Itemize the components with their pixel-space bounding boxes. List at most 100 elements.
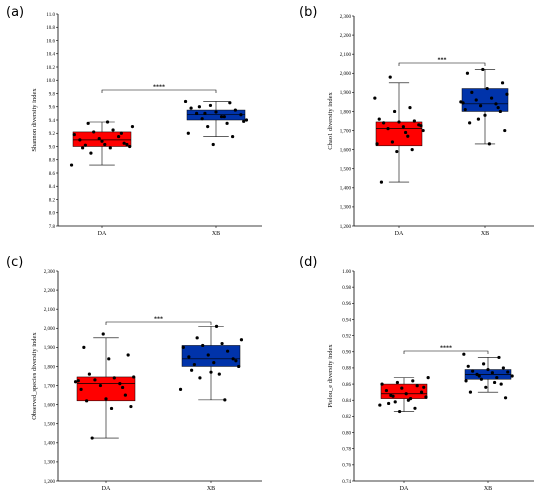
data-point	[192, 362, 196, 367]
data-point	[384, 388, 389, 393]
data-point	[206, 125, 210, 129]
y-tick-label: 9.4	[49, 119, 56, 124]
data-point	[228, 101, 232, 105]
data-point	[123, 393, 127, 397]
data-point	[395, 149, 399, 154]
x-tick-label: DA	[102, 486, 111, 492]
data-point	[128, 144, 132, 149]
y-tick-label: 0.88	[342, 367, 351, 372]
data-point	[104, 397, 108, 401]
data-point	[244, 118, 249, 122]
data-point	[203, 111, 207, 115]
data-point	[111, 128, 115, 132]
data-point	[69, 163, 74, 167]
y-tick-label: 1,600	[44, 403, 56, 408]
data-point	[393, 109, 397, 114]
y-tick-label: 0.92	[342, 334, 351, 339]
data-point	[401, 125, 405, 129]
chart-panel-c: (c) 1,200 1,300 1,400 1,500 1,600 1,700 1,800 1,…	[6, 255, 262, 492]
y-tick-label: 2,000	[44, 327, 56, 332]
y-tick-label: 1,700	[340, 129, 352, 134]
data-point	[487, 142, 491, 146]
panel-label: (a)	[6, 5, 24, 20]
x-tick-label: XB	[484, 486, 492, 492]
significance-bracket	[398, 62, 486, 66]
y-tick-label: 8.4	[49, 185, 56, 190]
data-point	[211, 142, 215, 147]
x-tick-label: XB	[481, 231, 489, 237]
x-tick-label: XB	[207, 486, 215, 492]
data-point	[408, 397, 413, 401]
data-point	[476, 117, 481, 121]
y-tick-label: 1,900	[44, 346, 56, 351]
data-point	[109, 406, 114, 411]
y-tick-label: 0.78	[342, 447, 351, 452]
y-tick-label: 1.00	[342, 270, 351, 275]
data-point	[410, 148, 414, 152]
data-point	[490, 371, 494, 375]
data-point	[503, 396, 508, 400]
data-point	[129, 404, 133, 409]
data-point	[482, 362, 486, 366]
panel-label: (c)	[6, 255, 23, 270]
significance-bracket	[403, 350, 489, 354]
data-point	[408, 106, 412, 110]
data-point	[226, 349, 230, 353]
y-tick-label: 2,300	[44, 270, 56, 275]
data-point	[93, 378, 97, 382]
y-tick-label: 10.2	[46, 66, 55, 71]
data-point	[186, 131, 190, 135]
data-point	[132, 375, 136, 379]
data-point	[231, 357, 235, 361]
data-point	[422, 385, 426, 389]
data-point	[496, 106, 500, 110]
data-point	[404, 392, 408, 396]
data-point	[412, 119, 416, 123]
data-point	[413, 406, 417, 410]
y-tick-label: 1,800	[340, 110, 352, 115]
data-point	[85, 399, 89, 403]
y-tick-label: 10.6	[46, 39, 55, 44]
y-tick-label: 2,100	[44, 308, 56, 313]
data-point	[375, 142, 379, 146]
panel-label: (b)	[299, 5, 317, 20]
data-point	[495, 376, 499, 380]
y-tick-label: 0.74	[342, 480, 351, 485]
data-point	[239, 338, 244, 342]
data-point	[485, 86, 489, 91]
y-tick-label: 10.0	[46, 79, 55, 84]
significance-label: ***	[438, 58, 447, 64]
data-point	[461, 101, 465, 105]
data-point	[463, 107, 467, 112]
y-tick-label: 2,200	[44, 289, 56, 294]
data-point	[510, 374, 514, 378]
box-xb	[181, 345, 241, 367]
y-axis-title: Chao1 diversity index	[327, 92, 334, 150]
y-tick-label: 9.6	[49, 106, 56, 111]
data-point	[231, 134, 235, 139]
data-point	[234, 359, 238, 363]
chart-panel-b: (b) 1,200 1,300 1,400 1,500 1,600 1,700 1,800 1,…	[299, 5, 534, 237]
y-tick-label: 0.84	[342, 399, 351, 404]
data-point	[484, 385, 488, 389]
data-point	[468, 121, 472, 125]
data-point	[419, 390, 424, 394]
data-point	[214, 110, 218, 114]
data-point	[391, 394, 395, 398]
data-point	[208, 103, 213, 108]
y-tick-label: 2,200	[340, 34, 352, 39]
data-point	[501, 366, 505, 370]
significance-label: ***	[154, 317, 163, 323]
data-point	[108, 146, 112, 150]
y-tick-label: 1,400	[340, 187, 352, 192]
data-point	[421, 128, 425, 133]
y-tick-label: 0.96	[342, 302, 351, 307]
y-tick-label: 1,200	[44, 480, 56, 485]
data-point	[195, 111, 199, 115]
data-point	[130, 125, 135, 129]
data-point	[97, 136, 101, 141]
data-point	[483, 113, 487, 117]
data-point	[90, 436, 94, 440]
data-point	[378, 403, 382, 407]
